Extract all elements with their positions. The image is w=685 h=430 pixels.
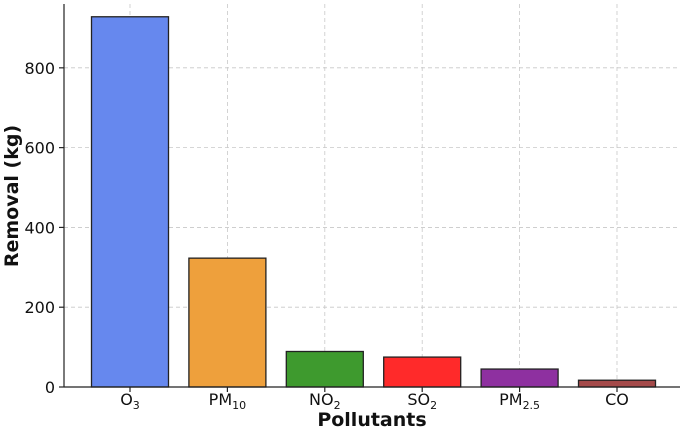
y-tick-label: 800: [24, 59, 55, 78]
x-tick-label: PM10: [209, 390, 246, 412]
y-ticks: 0 200 400 600 800: [24, 59, 64, 397]
bars: [90, 16, 657, 388]
bar: [188, 257, 267, 388]
x-ticks: O3 PM10 NO2 SO2 PM2.5 CO: [120, 387, 629, 412]
bar: [383, 356, 462, 388]
x-axis-title: Pollutants: [317, 409, 426, 430]
bar: [577, 379, 657, 388]
y-tick-label: 0: [45, 378, 55, 397]
x-tick-label: CO: [605, 390, 629, 409]
x-tick-label: NO2: [309, 390, 341, 412]
grid: [64, 4, 680, 388]
x-tick-label: O3: [120, 390, 140, 412]
y-tick-label: 600: [24, 139, 55, 158]
bar: [480, 368, 559, 388]
x-tick-label: PM2.5: [499, 390, 540, 412]
y-tick-label: 400: [24, 218, 55, 237]
bar: [285, 350, 364, 388]
y-axis-title: Removal (kg): [1, 125, 23, 267]
y-tick-label: 200: [24, 298, 55, 317]
x-tick-label: SO2: [407, 390, 437, 412]
bar: [90, 16, 170, 388]
